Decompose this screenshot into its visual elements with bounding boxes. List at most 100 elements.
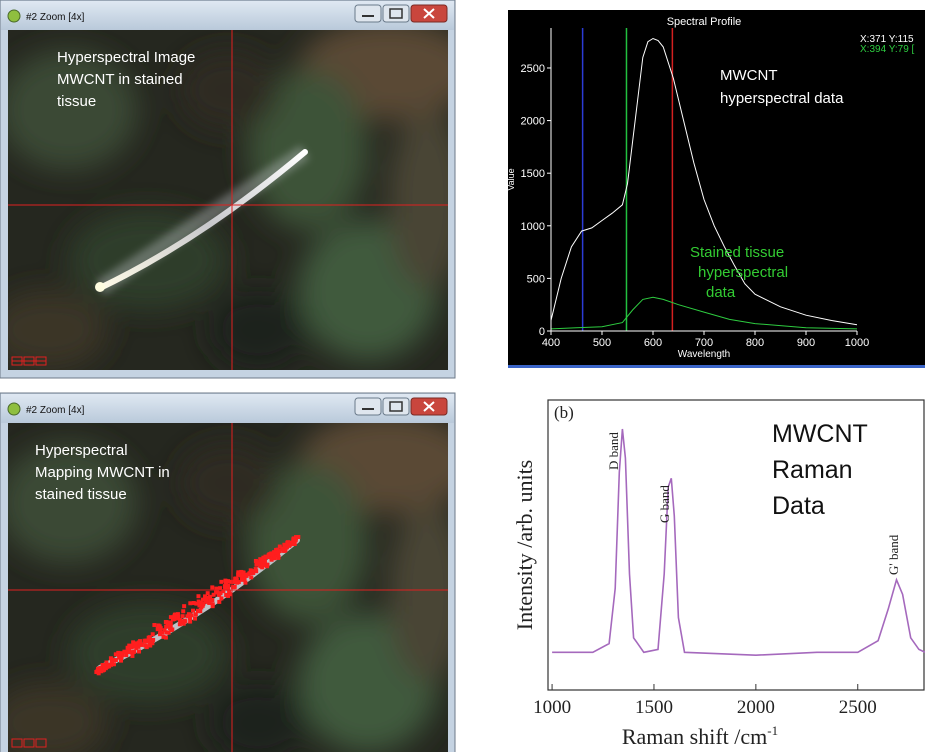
mapped-pixel (108, 656, 113, 661)
mapped-pixel (166, 630, 171, 635)
mapped-pixel (272, 556, 277, 561)
mapped-pixel (119, 656, 124, 661)
mapped-pixel (281, 548, 286, 553)
mapped-pixel (243, 573, 248, 578)
mapped-pixel (226, 583, 231, 588)
mapped-pixel (269, 554, 274, 559)
mapped-pixel (195, 608, 200, 613)
mapped-pixel (276, 552, 281, 557)
raman-chart: 1000 1500 2000 2500 Raman shift /cm-1 Intensi… (512, 399, 925, 749)
mapped-pixel (211, 592, 216, 597)
mapped-pixel (197, 603, 202, 608)
mapped-pixel (104, 663, 109, 668)
mapped-pixel (206, 595, 211, 600)
y-tick-label: 0 (539, 326, 545, 338)
caption-line: tissue (57, 93, 96, 110)
mapped-pixel (150, 641, 155, 646)
mapped-pixel (193, 616, 198, 621)
plot-frame (547, 399, 925, 691)
mapped-pixel (170, 627, 175, 632)
mapped-pixel (175, 612, 180, 617)
mapped-pixel (125, 650, 130, 655)
maximize-button[interactable] (382, 397, 410, 416)
mapped-pixel (177, 617, 182, 622)
mapped-pixel (168, 623, 173, 628)
mapped-pixel (104, 660, 109, 665)
mapped-pixel (187, 616, 192, 621)
mapped-pixel (168, 626, 173, 631)
mapped-pixel (232, 579, 237, 584)
mapped-pixel (138, 641, 143, 646)
mapped-pixel (294, 535, 299, 540)
mapped-pixel (158, 629, 163, 634)
mapped-pixel (156, 623, 161, 628)
mapped-pixel (188, 619, 193, 624)
mapped-pixel (221, 589, 226, 594)
mapped-pixel (127, 643, 132, 648)
x-tick-label: 2500 (839, 697, 877, 718)
mapped-pixel (133, 641, 138, 646)
mapped-pixel (113, 652, 118, 657)
mapped-pixel (190, 608, 195, 613)
x-tick-label: 900 (797, 337, 815, 349)
mapped-pixel (155, 627, 160, 632)
plot-background (508, 10, 925, 368)
mapped-pixel (152, 623, 157, 628)
annotation: MWCNT (772, 420, 868, 448)
image-caption: Hyperspectral Mapping MWCNT in stained tis… (35, 442, 170, 503)
legend-entry: X:371 Y:115 (860, 34, 914, 45)
mapped-pixel (256, 561, 261, 566)
mapped-pixel (276, 555, 281, 560)
mapped-pixel (296, 535, 301, 540)
mapped-pixel (240, 574, 245, 579)
image-caption: Hyperspectral Image MWCNT in stained tissu… (57, 49, 195, 110)
mapped-pixel (124, 653, 129, 658)
mapped-pixel (200, 597, 205, 602)
mapped-pixel (274, 548, 279, 553)
mapped-pixel (113, 658, 118, 663)
x-tick-label: 400 (542, 337, 560, 349)
mapped-pixel (147, 635, 152, 640)
x-tick-label: 800 (746, 337, 764, 349)
annotation: data (706, 284, 736, 301)
mapped-pixel (253, 558, 258, 563)
mapped-pixel (243, 580, 248, 585)
mapped-pixel (183, 619, 188, 624)
x-axis-label: Raman shift /cm-1 (622, 723, 778, 749)
mapped-pixel (150, 632, 155, 637)
mapped-pixel (144, 645, 149, 650)
mapped-pixel (241, 570, 246, 575)
mapped-pixel (269, 557, 274, 562)
window: #2 Zoom [4x] Hyperspectral Mapping MWCNT … (0, 392, 456, 752)
mapped-pixel (161, 634, 166, 639)
mapped-pixel (126, 647, 131, 652)
x-tick-label: 700 (695, 337, 713, 349)
mapped-pixel (227, 589, 232, 594)
x-tick-label: 1000 (845, 337, 869, 349)
mapped-pixel (160, 630, 165, 635)
caption-line: Hyperspectral (35, 442, 128, 459)
mapped-pixel (196, 594, 201, 599)
spectral-profile-chart: Spectral Profile 0 500 1000 1500 2000 2500 400 5… (508, 10, 925, 368)
mapped-pixel (176, 614, 181, 619)
panel-label: (b) (554, 403, 574, 422)
mapped-pixel (131, 640, 136, 645)
mapped-pixel (138, 639, 143, 644)
mapped-pixel (135, 644, 140, 649)
minimize-button[interactable] (354, 397, 382, 416)
maximize-button[interactable] (382, 4, 410, 23)
annotation: hyperspectral (698, 264, 788, 281)
mapped-pixel (172, 616, 177, 621)
mapped-pixel (137, 649, 142, 654)
x-tick-label: 500 (593, 337, 611, 349)
mapped-pixel (236, 572, 241, 577)
mapped-pixel (219, 596, 224, 601)
mapped-pixel (251, 570, 256, 575)
x-axis-label-superscript: -1 (767, 723, 778, 738)
mapped-pixel (287, 543, 292, 548)
data-line (550, 296, 858, 330)
panel-edge (508, 365, 925, 368)
minimize-button[interactable] (354, 4, 382, 23)
mapped-pixel (226, 579, 231, 584)
